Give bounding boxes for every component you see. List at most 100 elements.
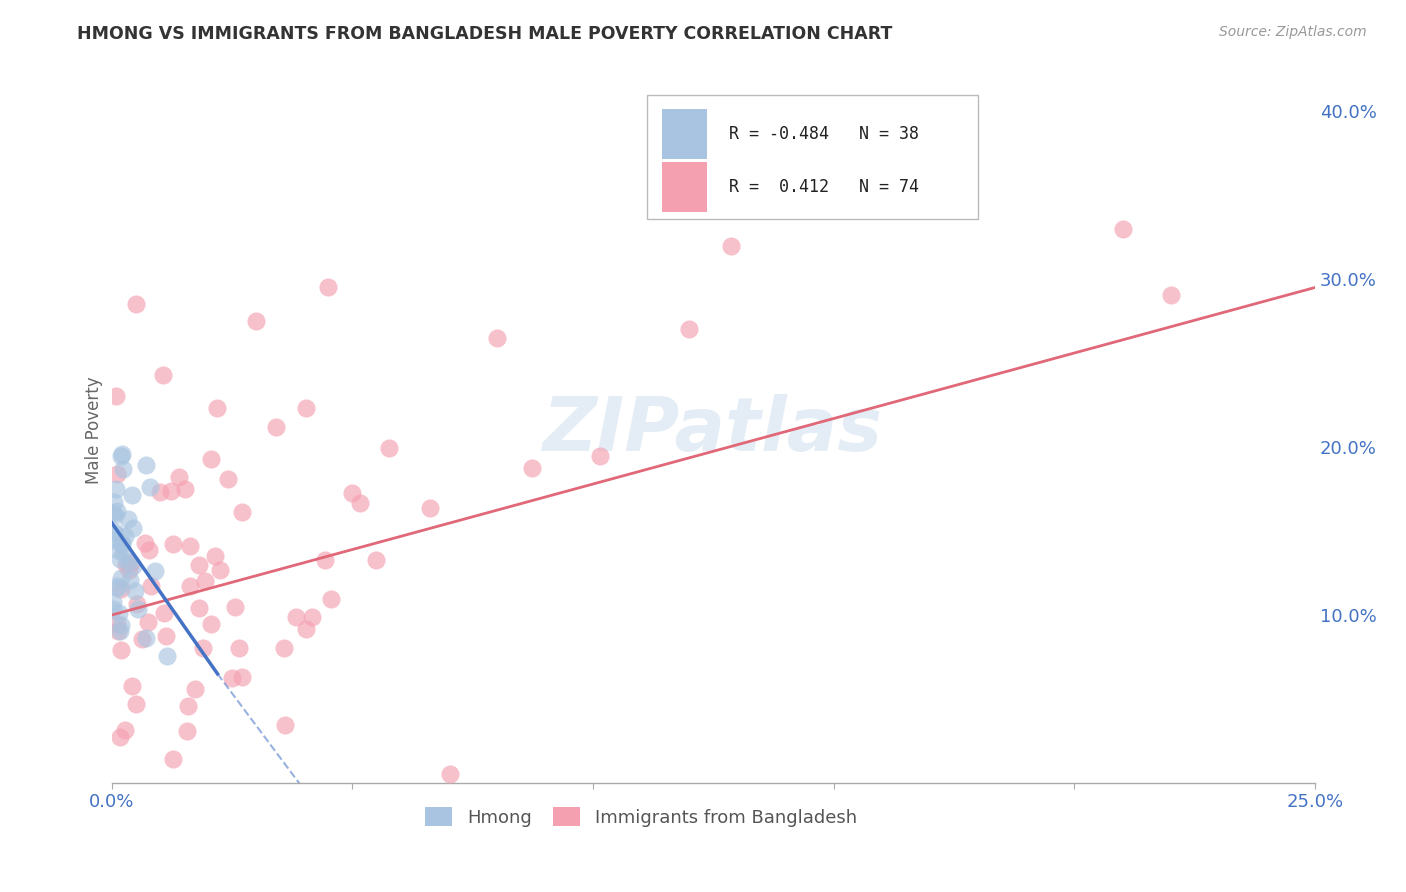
- Point: [103, 495, 125, 509]
- Point: [152, 368, 174, 383]
- Point: [522, 460, 544, 475]
- Point: [184, 682, 207, 697]
- Point: [110, 450, 132, 464]
- Point: [127, 601, 149, 615]
- Point: [273, 641, 295, 656]
- Point: [108, 624, 131, 639]
- Point: [105, 483, 128, 497]
- Point: [110, 642, 132, 657]
- Point: [105, 504, 128, 518]
- Point: [149, 485, 172, 500]
- Point: [342, 486, 364, 500]
- Point: [138, 542, 160, 557]
- Point: [419, 500, 441, 515]
- Point: [124, 583, 146, 598]
- Point: [135, 458, 157, 473]
- Point: [108, 730, 131, 744]
- Point: [364, 552, 387, 566]
- Bar: [662, 109, 707, 159]
- Point: [110, 582, 132, 597]
- Point: [200, 452, 222, 467]
- Point: [111, 535, 134, 549]
- Point: [105, 579, 128, 593]
- Point: [228, 641, 250, 656]
- Point: [101, 506, 124, 520]
- Point: [231, 505, 253, 519]
- Point: [439, 766, 461, 780]
- Point: [134, 536, 156, 550]
- Point: [720, 238, 742, 252]
- Point: [177, 699, 200, 714]
- Point: [156, 649, 179, 664]
- Y-axis label: Male Poverty: Male Poverty: [86, 376, 103, 484]
- Point: [105, 616, 128, 631]
- Point: [131, 632, 153, 647]
- Point: [101, 602, 124, 616]
- Point: [846, 154, 869, 169]
- Point: [136, 615, 159, 630]
- Point: [173, 482, 195, 496]
- Point: [101, 533, 124, 547]
- Point: [264, 420, 287, 434]
- Point: [678, 322, 700, 336]
- Point: [110, 571, 132, 585]
- Point: [316, 280, 339, 294]
- Point: [117, 555, 139, 569]
- Point: [104, 527, 127, 541]
- Point: [217, 471, 239, 485]
- Point: [104, 508, 127, 522]
- Point: [105, 467, 128, 481]
- Point: [285, 610, 308, 624]
- Point: [155, 629, 177, 643]
- Point: [114, 529, 136, 543]
- Text: R =  0.412   N = 74: R = 0.412 N = 74: [730, 178, 920, 196]
- Point: [143, 564, 166, 578]
- Point: [107, 581, 129, 595]
- Text: ZIPatlas: ZIPatlas: [543, 393, 883, 467]
- Point: [179, 579, 201, 593]
- Point: [120, 557, 142, 571]
- Point: [349, 496, 371, 510]
- Point: [188, 601, 211, 615]
- Point: [107, 543, 129, 558]
- Point: [187, 558, 209, 572]
- Bar: [662, 162, 707, 211]
- Point: [301, 610, 323, 624]
- Point: [208, 563, 231, 577]
- Point: [118, 563, 141, 577]
- Point: [162, 752, 184, 766]
- Point: [314, 553, 336, 567]
- Point: [111, 462, 134, 476]
- Point: [179, 539, 201, 553]
- Point: [378, 441, 401, 455]
- Point: [111, 447, 134, 461]
- Point: [176, 724, 198, 739]
- Point: [205, 401, 228, 415]
- Point: [101, 595, 124, 609]
- Point: [167, 469, 190, 483]
- Point: [117, 512, 139, 526]
- Point: [107, 624, 129, 638]
- Legend: Hmong, Immigrants from Bangladesh: Hmong, Immigrants from Bangladesh: [418, 800, 865, 834]
- Point: [295, 622, 318, 636]
- Point: [120, 573, 142, 587]
- Text: R = -0.484   N = 38: R = -0.484 N = 38: [730, 125, 920, 143]
- Point: [110, 618, 132, 632]
- FancyBboxPatch shape: [647, 95, 979, 219]
- Point: [1160, 288, 1182, 302]
- Point: [204, 549, 226, 564]
- Point: [200, 616, 222, 631]
- Point: [589, 449, 612, 463]
- Point: [107, 606, 129, 620]
- Point: [104, 524, 127, 539]
- Point: [274, 717, 297, 731]
- Point: [135, 632, 157, 646]
- Text: Source: ZipAtlas.com: Source: ZipAtlas.com: [1219, 25, 1367, 39]
- Point: [194, 574, 217, 589]
- Point: [1111, 221, 1133, 235]
- Point: [224, 600, 246, 615]
- Point: [114, 723, 136, 737]
- Point: [221, 671, 243, 685]
- Point: [110, 552, 132, 566]
- Point: [125, 297, 148, 311]
